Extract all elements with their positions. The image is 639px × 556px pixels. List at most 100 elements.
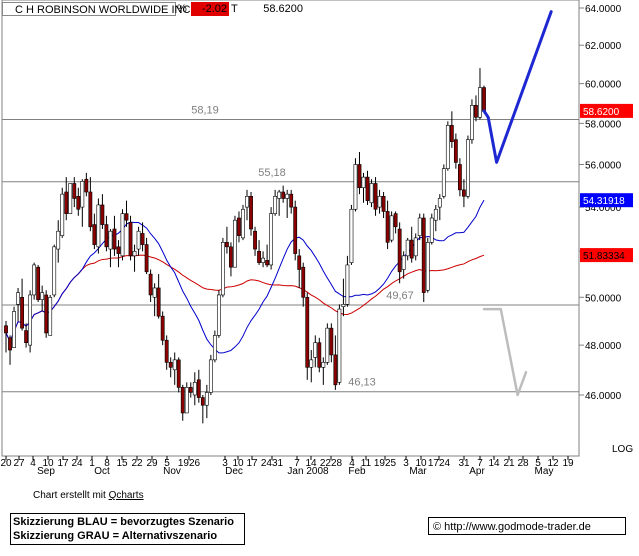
- x-tick-label: 17: [57, 458, 69, 469]
- instrument-name: C H ROBINSON WORLDWIDE INC: [2, 2, 190, 16]
- candle-body: [233, 219, 237, 268]
- x-month-label: Apr: [469, 466, 485, 477]
- candle-body: [68, 183, 73, 214]
- x-tick-label: 29: [146, 458, 158, 469]
- candle-body: [249, 195, 253, 230]
- candle-body: [212, 335, 217, 361]
- x-tick-label: 12: [547, 458, 559, 469]
- x-tick-label: 4: [349, 458, 355, 469]
- x-tick-label: 1724: [428, 458, 451, 469]
- candle-body: [269, 213, 274, 266]
- candle-body: [204, 392, 209, 406]
- candle-body: [172, 359, 177, 371]
- candle-body: [4, 325, 8, 334]
- candle-body: [208, 359, 213, 393]
- candle-body: [385, 211, 390, 243]
- candle-body: [421, 217, 426, 293]
- last-price: 58.6200: [263, 3, 303, 15]
- price-tag-last: 58.6200: [583, 107, 620, 118]
- x-tick-label: 1926: [178, 458, 201, 469]
- x-month-label: Jan 2008: [287, 466, 329, 477]
- candle-body: [329, 327, 334, 356]
- scenario-legend: Skizzierung BLAU = bevorzugtes Szenario …: [10, 513, 245, 545]
- price-tag-blue-bg: [580, 193, 633, 208]
- candle-body: [229, 246, 233, 268]
- candle-body: [317, 342, 322, 368]
- candle-body: [168, 362, 173, 368]
- candle-body: [221, 242, 225, 296]
- source-url[interactable]: © http://www.godmode-trader.de: [428, 517, 626, 535]
- candle-body: [245, 195, 249, 208]
- candle-body: [16, 292, 20, 305]
- candle-body: [152, 287, 157, 298]
- x-tick-label: 7: [294, 458, 300, 469]
- candle-body: [325, 327, 330, 363]
- candle-body: [373, 183, 378, 210]
- candle-body: [237, 217, 241, 236]
- candle-body: [265, 260, 269, 266]
- candle-body: [132, 251, 137, 257]
- candle-body: [108, 230, 113, 250]
- x-month-label: Sep: [37, 466, 55, 477]
- y-tick-label: 54.0000: [585, 203, 622, 214]
- candle-body: [196, 379, 201, 398]
- candle-body: [321, 362, 326, 368]
- candle-body: [112, 228, 117, 250]
- candle-body: [389, 215, 394, 241]
- candle-body: [261, 257, 265, 263]
- y-tick-label: 48.0000: [585, 341, 622, 352]
- log-scale-label: LOG: [612, 444, 633, 455]
- candle-body: [104, 224, 109, 248]
- ma-red-line: [5, 254, 485, 343]
- level-label: 55,18: [258, 167, 286, 179]
- level-label: 58,19: [191, 105, 219, 117]
- candle-body: [281, 191, 286, 199]
- x-tick-label: 20: [0, 458, 12, 469]
- candle-body: [8, 337, 12, 351]
- x-tick-label: 5: [164, 458, 170, 469]
- credit-prefix: Chart erstellt mit: [33, 490, 109, 501]
- x-month-label: Feb: [348, 466, 366, 477]
- candle-body: [381, 195, 386, 212]
- candle-body: [20, 296, 24, 329]
- candle-body: [36, 266, 41, 300]
- candle-body: [188, 387, 193, 393]
- candle-body: [301, 266, 306, 298]
- x-tick-label: 10: [232, 458, 244, 469]
- legend-blue: Skizzierung BLAU = bevorzugtes Szenario: [13, 516, 234, 528]
- x-tick-label: 4: [30, 458, 36, 469]
- candle-body: [192, 382, 197, 396]
- candle-body: [160, 315, 165, 341]
- candle-body: [297, 255, 302, 270]
- candle-body: [124, 213, 129, 221]
- x-tick-label: 19: [562, 458, 574, 469]
- x-tick-label: 1925: [374, 458, 397, 469]
- candle-body: [28, 294, 33, 346]
- t-label: T: [231, 3, 238, 15]
- candle-body: [92, 224, 97, 245]
- x-tick-label: 14: [488, 458, 500, 469]
- candle-body: [441, 168, 446, 197]
- candle-body: [120, 213, 125, 257]
- y-tick-label: 56.0000: [585, 160, 622, 171]
- y-tick-label: 50.0000: [585, 293, 622, 304]
- candle-body: [200, 397, 205, 406]
- x-month-label: Oct: [94, 466, 110, 477]
- candle-body: [40, 292, 45, 300]
- candle-body: [393, 213, 398, 228]
- qcharts-link[interactable]: Qcharts: [108, 490, 144, 501]
- candle-body: [225, 242, 229, 248]
- candle-body: [341, 304, 346, 308]
- candle-body: [409, 239, 414, 259]
- x-tick-label: 7: [477, 458, 483, 469]
- x-tick-label: 10: [415, 458, 427, 469]
- percent-change: -2.02: [191, 2, 229, 16]
- candle-body: [309, 359, 314, 368]
- candle-body: [357, 164, 362, 189]
- candle-body: [88, 191, 93, 228]
- y-tick-label: 46.0000: [585, 391, 622, 402]
- candle-body: [100, 204, 105, 225]
- candle-body: [180, 387, 185, 414]
- candle-body: [96, 204, 101, 248]
- candle-body: [482, 87, 486, 112]
